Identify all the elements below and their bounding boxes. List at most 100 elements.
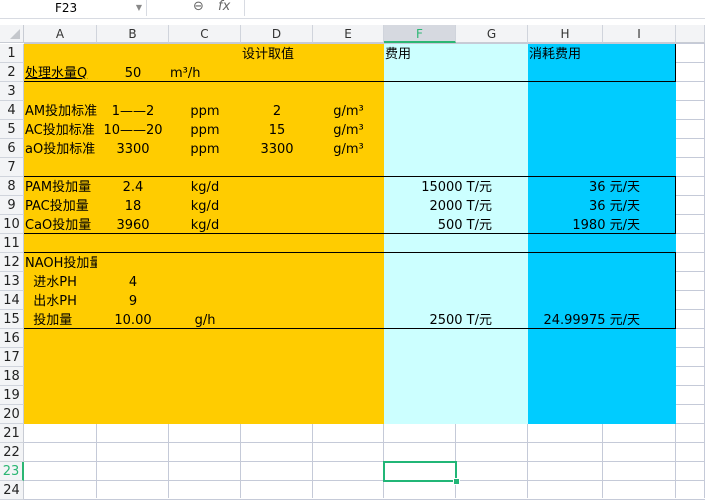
cell-F1[interactable]: 费用 <box>385 47 412 62</box>
row-header-13[interactable]: 13 <box>0 272 24 291</box>
row-header-3[interactable]: 3 <box>0 82 24 101</box>
cell-D1[interactable]: 设计取值 <box>242 47 295 62</box>
row-header-14[interactable]: 14 <box>0 291 24 310</box>
row-header-12[interactable]: 12 <box>0 253 24 272</box>
row-header-6[interactable]: 6 <box>0 139 24 158</box>
cell-B9[interactable]: 18 <box>124 199 142 214</box>
row-header-23[interactable]: 23 <box>0 462 24 481</box>
cell-D4[interactable]: 2 <box>272 104 282 119</box>
cell-A14[interactable]: 出水PH <box>25 294 77 309</box>
row-header-21[interactable]: 21 <box>0 424 24 443</box>
row-header-22[interactable]: 22 <box>0 443 24 462</box>
cell-A15[interactable]: 投加量 <box>25 313 73 328</box>
column-header-G[interactable]: G <box>456 25 528 43</box>
cell-H8[interactable]: 36 元/天 <box>588 180 640 195</box>
cell-A9[interactable]: PAC投加量 <box>25 199 89 214</box>
cell-border <box>24 328 676 329</box>
cell-C4[interactable]: ppm <box>190 104 220 119</box>
cell-B14[interactable]: 9 <box>128 294 138 309</box>
cell-C9[interactable]: kg/d <box>190 199 220 214</box>
row-header-1[interactable]: 1 <box>0 44 24 63</box>
gridline <box>24 461 705 462</box>
cell-D5[interactable]: 15 <box>268 123 286 138</box>
select-all-button[interactable] <box>0 25 24 43</box>
row-header-9[interactable]: 9 <box>0 196 24 215</box>
cell-C2[interactable]: m³/h <box>170 66 201 81</box>
cell-A2[interactable]: 处理水量Q <box>25 66 88 81</box>
cell-A5[interactable]: AC投加标准 <box>25 123 95 138</box>
cell-A4[interactable]: AM投加标准 <box>25 104 97 119</box>
row-header-5[interactable]: 5 <box>0 120 24 139</box>
cell-border <box>675 44 676 82</box>
cell-C10[interactable]: kg/d <box>190 218 220 233</box>
cell-border <box>24 81 676 82</box>
cell-B5[interactable]: 10——20 <box>103 123 163 138</box>
cell-H15[interactable]: 24.99975 元/天 <box>543 313 640 328</box>
gridline <box>24 43 705 44</box>
cell-A10[interactable]: CaO投加量 <box>25 218 92 233</box>
row-header-10[interactable]: 10 <box>0 215 24 234</box>
cell-E4[interactable]: g/m³ <box>333 104 364 119</box>
cell-C15[interactable]: g/h <box>194 313 216 328</box>
cell-F8[interactable]: 15000 T/元 <box>421 180 492 195</box>
column-header-F[interactable]: F <box>384 25 456 43</box>
gridline <box>24 480 705 481</box>
cell-B8[interactable]: 2.4 <box>122 180 144 195</box>
column-header-B[interactable]: B <box>97 25 169 43</box>
row-header-20[interactable]: 20 <box>0 405 24 424</box>
cell-A12[interactable]: NAOH投加量 <box>25 256 97 271</box>
column-header-I[interactable]: I <box>603 25 676 43</box>
column-header-A[interactable]: A <box>24 25 97 43</box>
row-header-8[interactable]: 8 <box>0 177 24 196</box>
cell-B15[interactable]: 10.00 <box>114 313 152 328</box>
row-header-4[interactable]: 4 <box>0 101 24 120</box>
cell-F9[interactable]: 2000 T/元 <box>429 199 492 214</box>
cell-H9[interactable]: 36 元/天 <box>588 199 640 214</box>
row-header-17[interactable]: 17 <box>0 348 24 367</box>
cell-C5[interactable]: ppm <box>190 123 220 138</box>
row-header-18[interactable]: 18 <box>0 367 24 386</box>
cell-B10[interactable]: 3960 <box>116 218 150 233</box>
row-header-15[interactable]: 15 <box>0 310 24 329</box>
fill-handle[interactable] <box>453 478 460 485</box>
cell-B2[interactable]: 50 <box>124 66 142 81</box>
row-header-24[interactable]: 24 <box>0 481 24 500</box>
column-header-D[interactable]: D <box>241 25 313 43</box>
cell-B13[interactable]: 4 <box>128 275 138 290</box>
cell-C8[interactable]: kg/d <box>190 180 220 195</box>
cell-H10[interactable]: 1980 元/天 <box>572 218 640 233</box>
row-header-19[interactable]: 19 <box>0 386 24 405</box>
cell-F10[interactable]: 500 T/元 <box>437 218 492 233</box>
cell-A13[interactable]: 进水PH <box>25 275 77 290</box>
cell-E5[interactable]: g/m³ <box>333 123 364 138</box>
column-header-H[interactable]: H <box>528 25 603 43</box>
row-header-16[interactable]: 16 <box>0 329 24 348</box>
cell-B6[interactable]: 3300 <box>116 142 150 157</box>
column-header-extra[interactable] <box>676 25 705 43</box>
row-header-7[interactable]: 7 <box>0 158 24 177</box>
cell-H1[interactable]: 消耗费用 <box>529 47 582 62</box>
formula-input[interactable] <box>244 0 705 16</box>
cell-D6[interactable]: 3300 <box>260 142 294 157</box>
orange-fill-region <box>24 44 384 424</box>
row-header-11[interactable]: 11 <box>0 234 24 253</box>
column-header-C[interactable]: C <box>169 25 241 43</box>
cyan-fill-region <box>528 44 676 424</box>
cell-A6[interactable]: aO投加标准 <box>25 142 96 157</box>
name-box[interactable]: F23 ▼ <box>0 0 147 16</box>
cell-C6[interactable]: ppm <box>190 142 220 157</box>
cell-B4[interactable]: 1——2 <box>111 104 155 119</box>
cell-border <box>24 233 676 234</box>
cell-F15[interactable]: 2500 T/元 <box>429 313 492 328</box>
cell-E6[interactable]: g/m³ <box>333 142 364 157</box>
column-header-E[interactable]: E <box>313 25 384 43</box>
light-cyan-fill-region <box>384 44 528 424</box>
magnifier-icon[interactable]: ⊖ <box>193 0 204 14</box>
fx-label[interactable]: fx <box>218 0 231 14</box>
cell-A8[interactable]: PAM投加量 <box>25 180 92 195</box>
cell-border <box>675 252 676 329</box>
selected-cell-outline[interactable] <box>383 461 457 482</box>
row-header-2[interactable]: 2 <box>0 63 24 82</box>
chevron-down-icon[interactable]: ▼ <box>135 3 142 12</box>
